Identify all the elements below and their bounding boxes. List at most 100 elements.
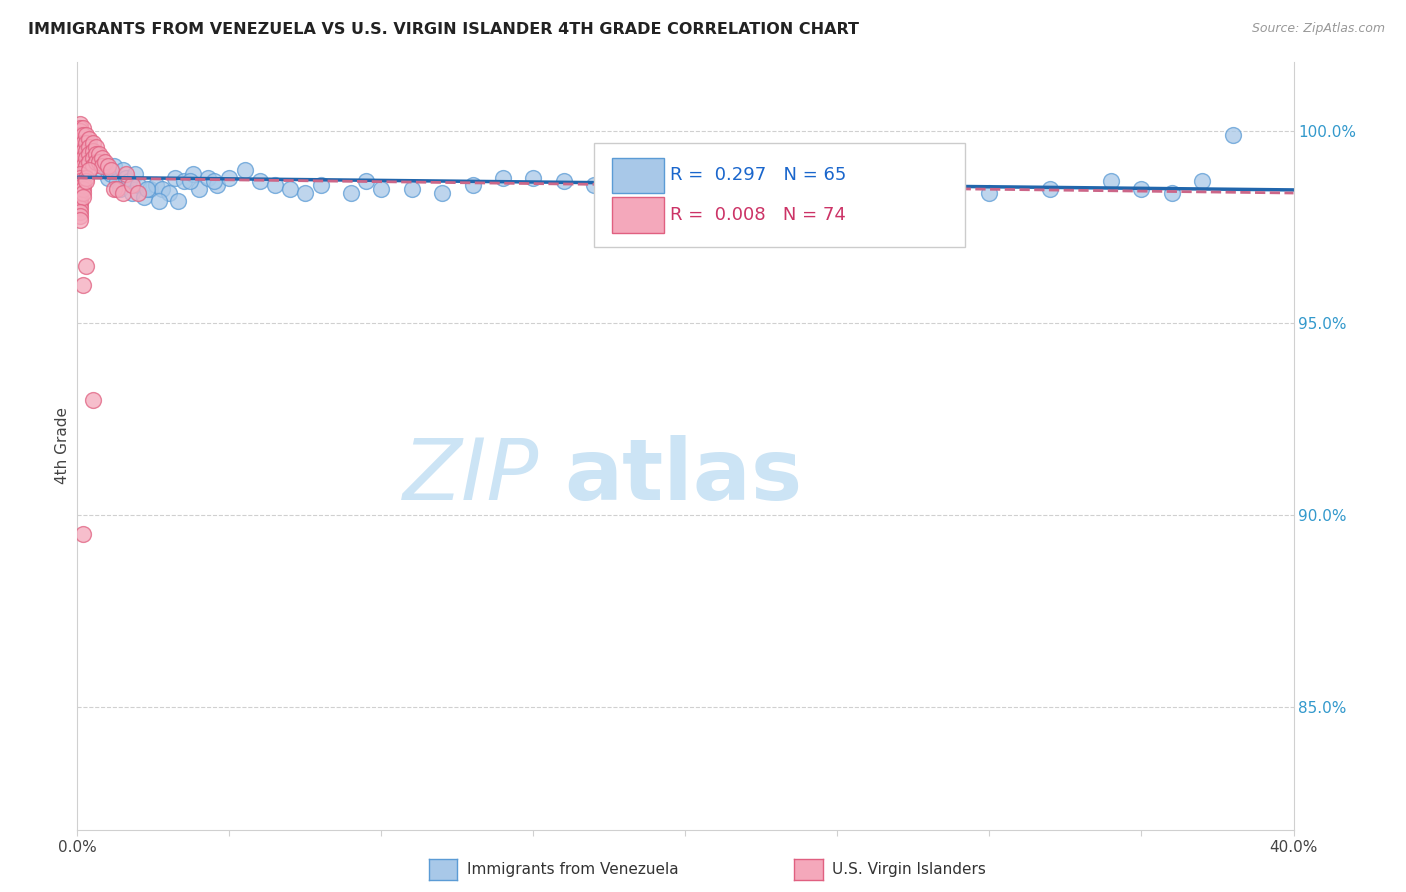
Point [69, 132, 91, 146]
Point [87, 155, 110, 169]
Point [69, 205, 91, 219]
Point [97, 170, 120, 185]
Point [148, 194, 170, 208]
Point [134, 189, 156, 203]
FancyBboxPatch shape [595, 143, 965, 246]
Point [309, 178, 332, 193]
Point [202, 174, 225, 188]
Point [1039, 182, 1062, 196]
Point [82, 151, 104, 165]
Point [69, 178, 91, 193]
Point [522, 170, 544, 185]
Point [675, 182, 697, 196]
Point [69, 132, 91, 146]
Point [79, 155, 101, 169]
Point [188, 182, 211, 196]
Text: Immigrants from Venezuela: Immigrants from Venezuela [467, 863, 679, 877]
FancyBboxPatch shape [613, 158, 664, 193]
Text: IMMIGRANTS FROM VENEZUELA VS U.S. VIRGIN ISLANDER 4TH GRADE CORRELATION CHART: IMMIGRANTS FROM VENEZUELA VS U.S. VIRGIN… [28, 22, 859, 37]
Point [111, 162, 134, 177]
Point [121, 178, 143, 193]
Point [72, 178, 94, 193]
Point [72, 174, 94, 188]
Point [75, 174, 97, 188]
Point [735, 209, 758, 223]
Point [163, 170, 186, 185]
Point [103, 182, 125, 196]
Point [84, 140, 107, 154]
Point [100, 162, 122, 177]
Point [157, 186, 180, 200]
Point [492, 170, 515, 185]
Point [75, 151, 97, 165]
Point [108, 182, 131, 196]
Point [69, 174, 91, 188]
Point [1130, 182, 1153, 196]
Point [97, 159, 120, 173]
Point [69, 147, 91, 161]
Point [979, 186, 1001, 200]
Point [294, 186, 316, 200]
Point [69, 140, 91, 154]
Point [79, 132, 101, 146]
Point [218, 170, 240, 185]
Text: ZIP: ZIP [404, 435, 540, 518]
Point [1099, 174, 1122, 188]
Point [136, 182, 159, 196]
Point [887, 186, 910, 200]
Point [370, 182, 392, 196]
Point [249, 174, 271, 188]
Point [430, 186, 453, 200]
Point [72, 120, 94, 135]
Point [93, 155, 115, 169]
Point [82, 159, 104, 173]
Point [90, 162, 112, 177]
Point [69, 186, 91, 200]
Point [278, 182, 301, 196]
Point [82, 151, 104, 165]
Point [69, 201, 91, 215]
Point [105, 182, 128, 196]
Point [100, 167, 122, 181]
Point [72, 132, 94, 146]
Text: U.S. Virgin Islanders: U.S. Virgin Islanders [832, 863, 986, 877]
Text: atlas: atlas [564, 435, 801, 518]
Point [69, 151, 91, 165]
Point [90, 151, 112, 165]
FancyBboxPatch shape [613, 197, 664, 233]
Point [75, 144, 97, 158]
Point [84, 147, 107, 161]
Point [115, 170, 138, 185]
Point [69, 124, 91, 138]
Point [82, 136, 104, 150]
Point [72, 186, 94, 200]
Point [69, 167, 91, 181]
Point [69, 128, 91, 143]
Point [166, 194, 188, 208]
Point [72, 159, 94, 173]
Point [79, 147, 101, 161]
Point [69, 212, 91, 227]
Point [354, 174, 377, 188]
Point [105, 174, 128, 188]
Point [72, 128, 94, 143]
Point [103, 159, 125, 173]
Point [173, 174, 195, 188]
Text: Source: ZipAtlas.com: Source: ZipAtlas.com [1251, 22, 1385, 36]
Point [1161, 186, 1184, 200]
Point [79, 162, 101, 177]
Point [340, 186, 363, 200]
Point [69, 182, 91, 196]
Point [197, 170, 219, 185]
Point [69, 120, 91, 135]
Point [644, 182, 666, 196]
Point [69, 170, 91, 185]
Point [72, 151, 94, 165]
Text: R =  0.297   N = 65: R = 0.297 N = 65 [669, 166, 846, 185]
Point [72, 182, 94, 196]
Point [401, 182, 423, 196]
Point [87, 155, 110, 169]
Point [82, 392, 104, 407]
Text: R =  0.008   N = 74: R = 0.008 N = 74 [669, 206, 845, 224]
Point [75, 128, 97, 143]
